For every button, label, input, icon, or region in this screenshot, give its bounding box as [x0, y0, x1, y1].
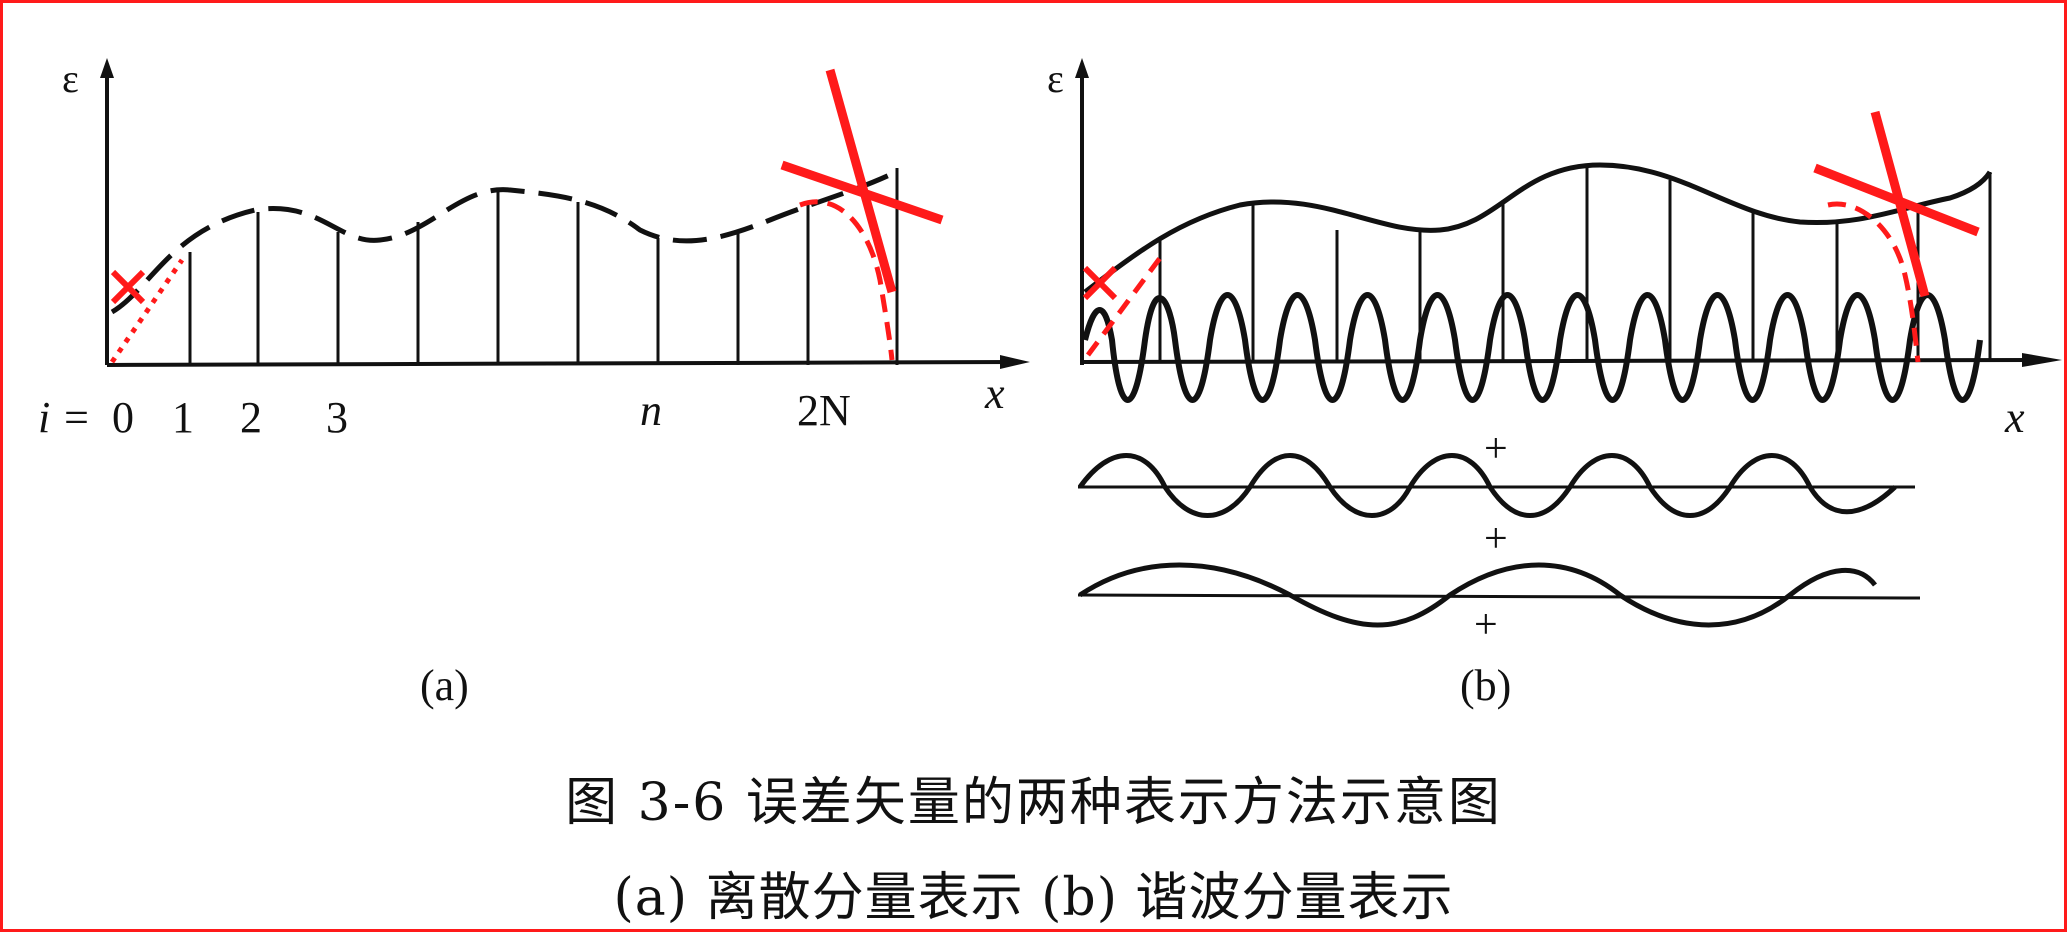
- red-dashed-curve: [1827, 201, 1921, 363]
- panel-a-envelope-curve: [110, 167, 902, 315]
- red-cross-mark: [1082, 265, 1118, 301]
- panel-a-x-arrow: [1000, 355, 1030, 369]
- red-cross-mark: [1813, 163, 1980, 237]
- panel-b-y-axis-label: ε: [1047, 56, 1064, 101]
- harmonic-mid-frequency: [1077, 453, 1897, 518]
- panel-b-red-marks: [1082, 110, 1980, 363]
- panel-a-index-prefix: i =: [38, 393, 91, 442]
- red-dotted-line: [109, 258, 185, 364]
- panel-b-diagram: ε x + + +: [1047, 56, 2062, 648]
- figure-caption-title: 图 3-6 误差矢量的两种表示方法示意图: [565, 773, 1502, 833]
- red-dashed-curve: [799, 199, 895, 361]
- panel-b-subcaption: (b): [1460, 661, 1512, 710]
- tick-label-2n: 2N: [797, 386, 851, 435]
- plus-sign-2: +: [1484, 516, 1508, 562]
- panel-b-y-arrow: [1075, 58, 1089, 78]
- tick-label-1: 1: [172, 393, 194, 442]
- red-dashed-line: [1085, 256, 1163, 357]
- tick-label-2: 2: [240, 393, 262, 442]
- panel-b-x-axis: [1081, 358, 2041, 364]
- tick-label-n: n: [640, 386, 662, 435]
- panel-a-y-axis-label: ε: [62, 56, 79, 101]
- harmonic-high-frequency: [1082, 292, 1983, 403]
- panel-a-x-axis-label: x: [984, 369, 1005, 418]
- panel-a-red-marks: [109, 68, 944, 364]
- tick-label-0: 0: [112, 393, 134, 442]
- red-cross-mark: [825, 68, 897, 294]
- tick-label-3: 3: [326, 393, 348, 442]
- low-harmonic-baseline: [1077, 593, 1921, 600]
- figure-caption-subtitle: (a) 离散分量表示 (b) 谐波分量表示: [613, 868, 1454, 928]
- panel-a-y-arrow: [100, 58, 114, 78]
- panel-a-component-lines: [188, 168, 899, 365]
- panel-a-diagram: ε x i = 0 1 2 3 n 2N: [38, 56, 1030, 442]
- red-cross-mark: [780, 160, 944, 225]
- plus-sign-1: +: [1484, 426, 1508, 472]
- panel-b-component-lines: [1158, 166, 1992, 362]
- red-cross-mark: [110, 269, 146, 305]
- harmonic-low-frequency: [1078, 562, 1877, 628]
- panel-a-x-axis: [106, 360, 1021, 367]
- plus-sign-3: +: [1474, 602, 1498, 648]
- panel-b-x-arrow: [2022, 353, 2062, 367]
- panel-a-subcaption: (a): [420, 661, 469, 710]
- panel-b-x-axis-label: x: [2004, 393, 2025, 442]
